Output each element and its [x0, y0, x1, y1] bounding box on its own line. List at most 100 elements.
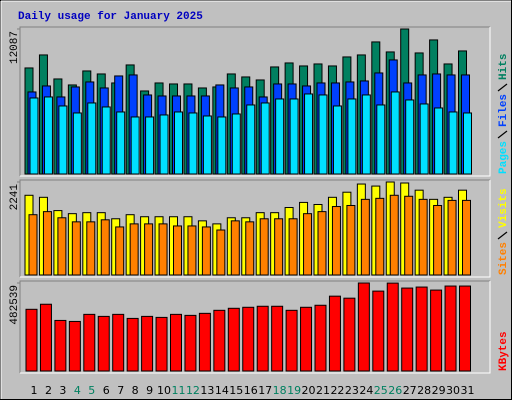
x-tick-label: 24	[359, 384, 373, 397]
bar	[318, 94, 328, 175]
x-tick-label: 14	[215, 384, 229, 397]
bar	[288, 218, 298, 276]
bar	[116, 111, 126, 175]
x-tick-label: 31	[461, 384, 475, 397]
bar	[100, 219, 110, 276]
x-tick-label: 26	[388, 384, 402, 397]
bar	[159, 114, 169, 175]
bar	[430, 289, 443, 372]
bar	[259, 218, 269, 276]
panel-bevel	[19, 280, 490, 373]
bar	[174, 111, 183, 175]
bar	[155, 316, 168, 372]
legend-separator	[497, 231, 508, 240]
x-tick-label: 12	[186, 384, 200, 397]
chart-title: Daily usage for January 2025	[18, 11, 203, 23]
x-tick-label: 30	[446, 384, 460, 397]
bar	[68, 320, 81, 372]
bar	[360, 198, 370, 276]
bar	[274, 218, 284, 276]
bar	[357, 282, 370, 372]
x-tick-label: 28	[417, 384, 431, 397]
bar	[343, 297, 356, 372]
bar	[328, 295, 341, 372]
bar	[25, 308, 38, 372]
bar	[184, 314, 197, 372]
bar	[43, 96, 53, 175]
bar	[112, 313, 125, 372]
y-tick-label: 12087	[9, 31, 21, 64]
x-tick-label: 21	[316, 384, 330, 397]
bar	[444, 285, 457, 372]
bar	[227, 307, 240, 372]
bar	[447, 199, 457, 276]
bar	[130, 116, 140, 175]
bar	[271, 305, 284, 372]
bar	[87, 102, 97, 175]
bar	[303, 213, 313, 276]
x-tick-label: 25	[374, 384, 388, 397]
bar	[346, 204, 356, 276]
bar	[126, 317, 139, 372]
bar	[376, 104, 386, 175]
x-tick-label: 2	[45, 384, 52, 397]
bar	[145, 116, 155, 175]
bar	[216, 229, 226, 276]
bar	[419, 103, 429, 175]
bar	[372, 290, 385, 372]
bar	[230, 220, 240, 276]
bar	[314, 304, 327, 372]
bar	[173, 225, 182, 276]
bar	[390, 91, 400, 175]
x-tick-label: 9	[146, 384, 153, 397]
bar	[386, 282, 399, 372]
bar	[231, 113, 241, 175]
bar	[72, 112, 82, 175]
legend-separator	[497, 130, 508, 139]
bar	[300, 306, 313, 372]
legend-separator	[497, 83, 508, 92]
x-tick-label: 18	[273, 384, 287, 397]
x-tick-label: 3	[59, 384, 66, 397]
legend-label: Pages	[498, 141, 510, 174]
bar	[57, 217, 67, 276]
panel-bevel	[20, 281, 491, 374]
bar	[58, 105, 68, 175]
x-tick-label: 10	[157, 384, 171, 397]
bar	[188, 112, 198, 175]
x-tick-label: 8	[132, 384, 139, 397]
legend-label: Visits	[498, 188, 510, 228]
bar	[347, 98, 357, 175]
bar	[201, 226, 211, 276]
bar	[433, 204, 443, 276]
x-tick-label: 22	[330, 384, 344, 397]
bar	[462, 199, 471, 276]
bar	[158, 223, 168, 276]
bar	[275, 98, 285, 175]
y-tick-label: 2241	[9, 184, 21, 211]
panel-bevel	[19, 179, 490, 277]
bar	[304, 93, 314, 175]
bar	[448, 111, 458, 175]
x-tick-label: 23	[345, 384, 359, 397]
bar	[434, 107, 444, 175]
legend-label: KBytes	[498, 331, 510, 371]
bar	[170, 313, 182, 372]
bar	[141, 315, 154, 372]
bar	[28, 214, 38, 276]
x-tick-label: 29	[432, 384, 446, 397]
y-tick-label: 482539	[9, 285, 21, 325]
bar	[101, 106, 111, 175]
bar	[361, 94, 371, 175]
bar	[405, 99, 415, 175]
x-tick-label: 15	[229, 384, 243, 397]
x-tick-label: 11	[172, 384, 186, 397]
bar	[86, 221, 96, 276]
bar	[42, 211, 52, 276]
bar	[260, 102, 270, 175]
bar	[332, 105, 342, 175]
bar	[242, 306, 255, 372]
x-tick-label: 17	[258, 384, 272, 397]
bar	[415, 286, 428, 372]
